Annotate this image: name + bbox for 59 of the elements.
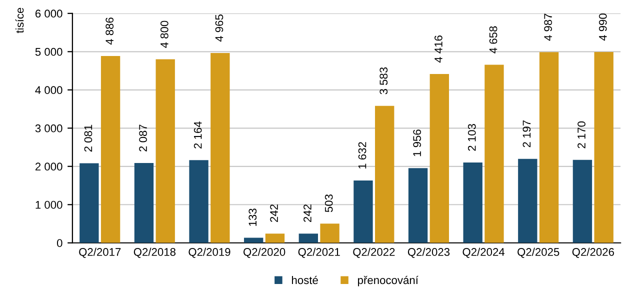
bar	[298, 234, 318, 243]
bar	[484, 64, 504, 243]
x-tick-label: Q2/2024	[462, 248, 505, 258]
y-tick-label: 4 000	[35, 86, 62, 94]
bar	[354, 180, 373, 243]
y-tick-label: 1 000	[36, 200, 62, 209]
data-label: 1 956	[413, 130, 422, 156]
data-label: 3 583	[380, 67, 388, 94]
legend-label: přenocování	[358, 276, 418, 286]
data-label: 4 886	[106, 18, 114, 45]
data-label: 4 987	[544, 14, 552, 41]
bar	[80, 163, 99, 243]
bar	[100, 56, 120, 243]
data-label: 2 103	[468, 124, 476, 151]
bar	[189, 160, 208, 243]
y-axis-title: tisíce	[15, 8, 24, 34]
bar	[375, 106, 394, 243]
bar	[134, 163, 154, 243]
y-tick-label: 2 000	[35, 162, 62, 171]
x-tick-label: Q2/2018	[134, 248, 176, 258]
bar	[430, 74, 449, 243]
data-label: 2 164	[194, 122, 202, 148]
bar	[265, 234, 285, 243]
bar	[320, 224, 340, 243]
data-label: 2 087	[139, 124, 147, 152]
x-tick-label: Q2/2021	[298, 248, 340, 258]
y-tick-label: 3 000	[35, 124, 62, 132]
data-label: 503	[324, 194, 333, 212]
bar	[210, 52, 230, 243]
x-tick-label: Q2/2017	[79, 248, 121, 258]
bar	[156, 59, 175, 243]
bar	[408, 168, 428, 243]
data-label: 2 197	[522, 120, 531, 148]
y-tick-label: 5 000	[35, 48, 62, 56]
data-label: 4 658	[489, 26, 498, 54]
bar	[572, 160, 592, 243]
x-tick-label: Q2/2019	[188, 248, 230, 258]
data-label: 4 965	[215, 14, 224, 42]
data-label: 4 990	[598, 14, 607, 41]
x-tick-label: Q2/2023	[408, 248, 450, 258]
bar	[594, 52, 614, 243]
data-label: 133	[248, 208, 257, 226]
data-label: 242	[270, 204, 278, 222]
legend-label: hosté	[292, 276, 318, 284]
bar	[539, 52, 559, 243]
x-tick-label: Q2/2026	[572, 248, 614, 258]
y-tick-label: 0	[56, 239, 62, 248]
data-label: 2 170	[578, 121, 586, 148]
x-tick-label: Q2/2022	[353, 248, 395, 258]
data-label: 4 416	[434, 36, 442, 63]
data-label: 4 800	[160, 20, 168, 48]
x-tick-label: Q2/2020	[244, 248, 286, 258]
data-label: 1 632	[358, 142, 366, 168]
x-tick-label: Q2/2025	[518, 248, 560, 258]
bar	[463, 162, 482, 243]
data-label: 242	[304, 204, 312, 222]
y-tick-label: 6 000	[35, 10, 62, 18]
data-label: 2 081	[84, 124, 92, 152]
bar	[518, 158, 538, 243]
